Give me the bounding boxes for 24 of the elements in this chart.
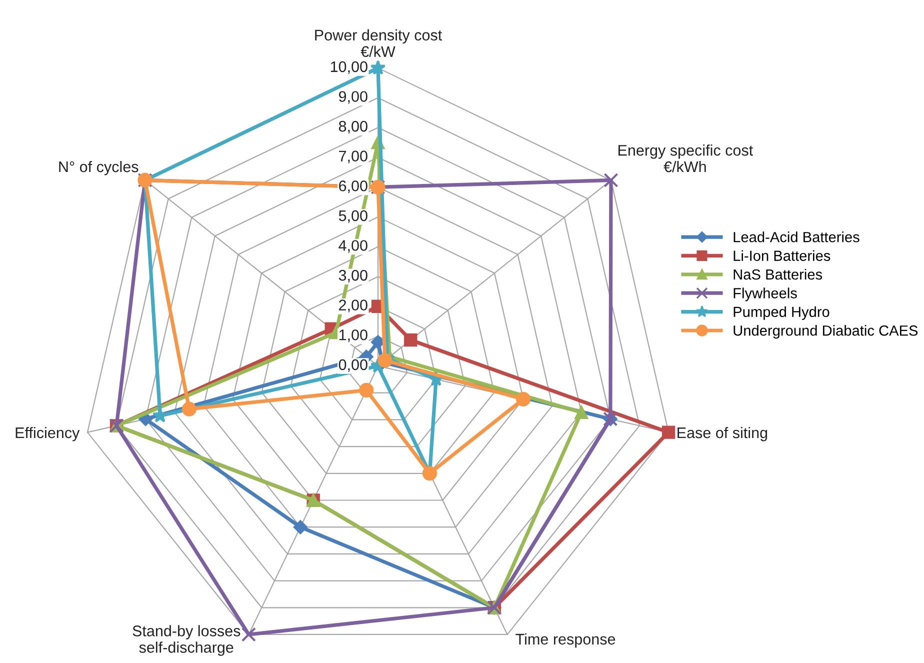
legend-label: Pumped Hydro <box>734 306 830 320</box>
spoke-label: Time response <box>516 633 616 648</box>
y-tick-label: 10,00 <box>330 61 368 74</box>
spoke-label: Energy specific cost €/kWh <box>618 144 753 172</box>
y-tick-label: 7,00 <box>339 150 368 164</box>
y-tick-label: 3,00 <box>338 270 368 283</box>
spoke-label: Ease of siting <box>678 426 768 442</box>
y-tick-label: 0,00 <box>338 359 368 372</box>
spoke-label: Efficiency <box>16 426 80 442</box>
y-tick-label: 1,00 <box>339 329 368 342</box>
y-tick-label: 8,00 <box>338 120 368 134</box>
legend-label: Lead-Acid Batteries <box>734 232 860 242</box>
spoke-label: Stand-by losses self-discharge <box>132 625 240 656</box>
y-tick-label: 5,00 <box>338 210 368 223</box>
legend-label: Flywheels <box>734 288 797 302</box>
spoke-label: Power density cost €/kW <box>315 29 442 57</box>
legend-label: Li-Ion Batteries <box>734 250 830 261</box>
legend-label: Underground Diabatic CAES <box>734 325 918 339</box>
y-tick-label: 9,00 <box>338 91 368 104</box>
spoke-label: N° of cycles <box>59 160 138 176</box>
legend-label: NaS Batteries <box>734 268 822 280</box>
y-tick-label: 2,00 <box>339 300 368 312</box>
y-tick-label: 4,00 <box>338 240 368 253</box>
y-tick-label: 6,00 <box>339 180 368 194</box>
